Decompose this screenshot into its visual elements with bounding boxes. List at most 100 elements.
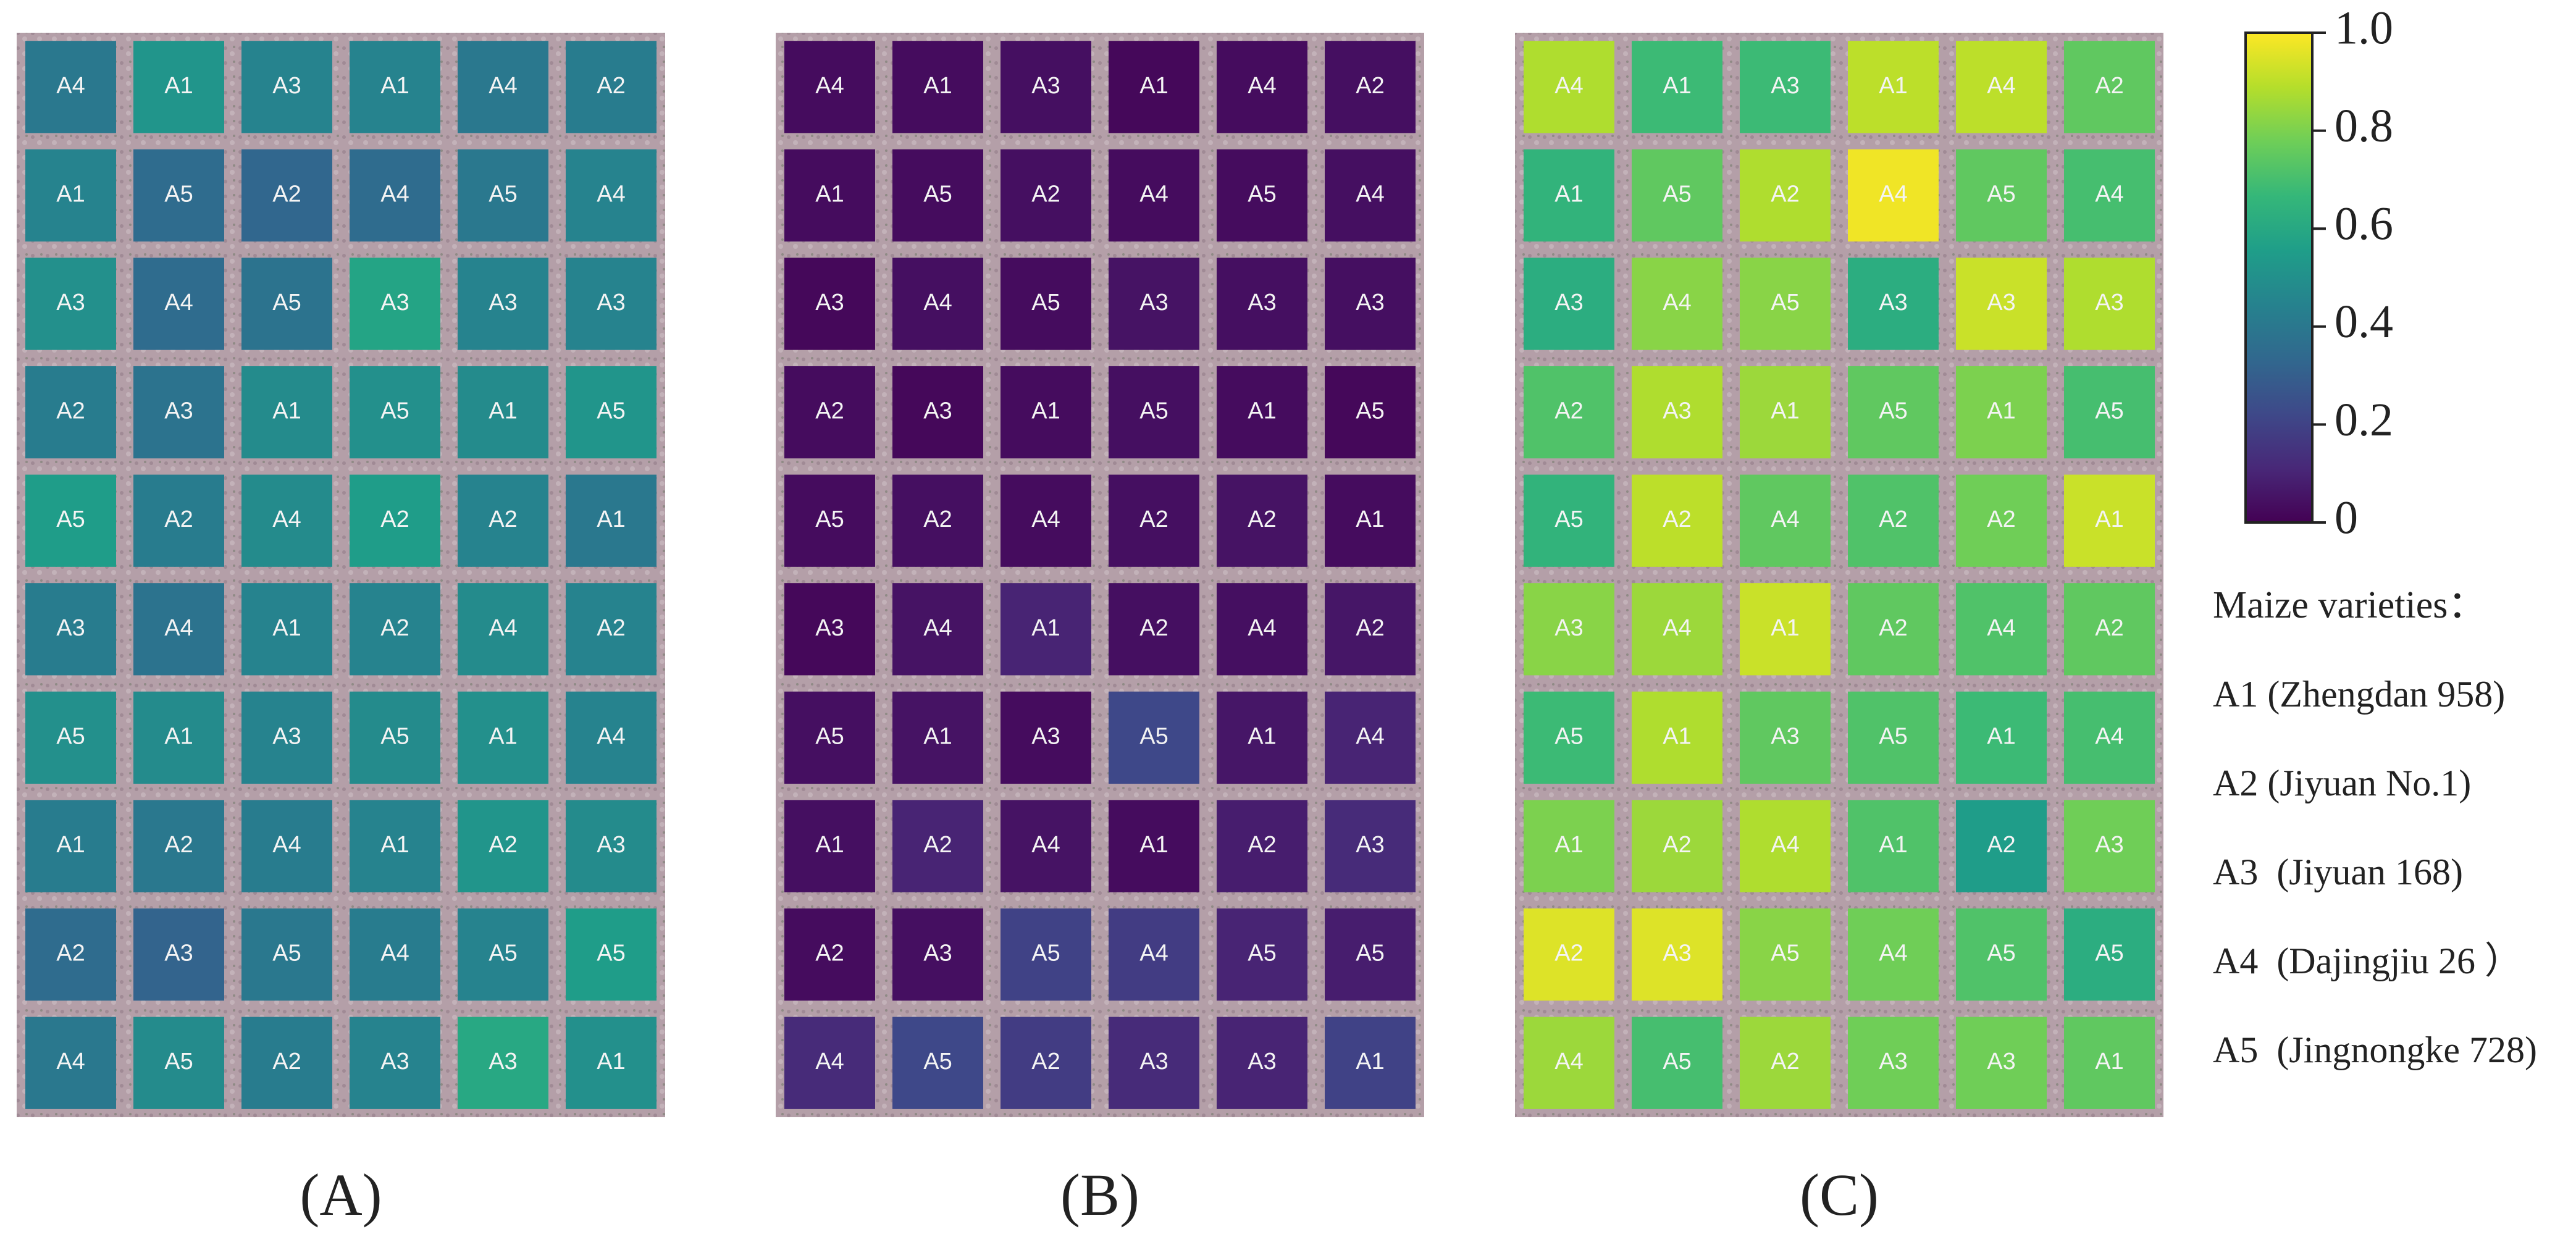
plot-label: A3 — [597, 290, 625, 316]
plot-cell — [1632, 474, 1722, 567]
plot-cell — [1848, 41, 1939, 133]
plot-cell — [566, 366, 657, 459]
plot-cell — [350, 41, 440, 133]
plot-label: A1 — [56, 181, 85, 207]
plot-label: A5 — [2095, 941, 2123, 967]
plot-cell — [350, 800, 440, 892]
plot-label: A5 — [56, 506, 85, 532]
plot-label: A5 — [1663, 181, 1691, 207]
plot-label: A5 — [1356, 941, 1384, 967]
plot-cell — [1524, 908, 1614, 1001]
plot-cell — [566, 1017, 657, 1109]
plot-cell — [1848, 366, 1939, 459]
plot-cell — [892, 800, 983, 892]
plot-cell — [133, 800, 224, 892]
plot-label: A4 — [164, 290, 193, 316]
plot-label: A1 — [1031, 615, 1060, 641]
plot-label: A2 — [2095, 73, 2123, 99]
plot-label: A5 — [1031, 290, 1060, 316]
plot-cell — [458, 908, 548, 1001]
plot-label: A4 — [1139, 181, 1168, 207]
plot-label: A2 — [1771, 181, 1799, 207]
plot-label: A1 — [2095, 506, 2123, 532]
plot-cell — [241, 41, 332, 133]
plot-label: A4 — [272, 832, 301, 858]
plot-label: A3 — [272, 723, 301, 749]
panel-title: (A) — [300, 1162, 382, 1228]
plot-cell — [2064, 800, 2155, 892]
plot-label: A1 — [597, 506, 625, 532]
plot-label: A1 — [1663, 73, 1691, 99]
plot-cell — [1109, 366, 1199, 459]
plot-label: A1 — [1031, 398, 1060, 424]
plot-label: A3 — [1771, 73, 1799, 99]
plot-label: A2 — [597, 73, 625, 99]
plot-cell — [350, 474, 440, 567]
plot-label: A3 — [1031, 73, 1060, 99]
plot-cell — [566, 691, 657, 784]
plot-cell — [133, 149, 224, 242]
plot-label: A5 — [1987, 941, 2015, 967]
plot-cell — [1109, 149, 1199, 242]
plot-label: A1 — [1248, 723, 1276, 749]
plot-label: A4 — [1663, 615, 1691, 641]
plot-label: A5 — [489, 181, 517, 207]
plot-cell — [458, 691, 548, 784]
plot-label: A4 — [1771, 832, 1799, 858]
plot-cell — [1001, 800, 1091, 892]
plot-cell — [350, 366, 440, 459]
plot-cell — [350, 691, 440, 784]
plot-cell — [133, 583, 224, 676]
plot-cell — [1740, 908, 1831, 1001]
plot-cell — [892, 691, 983, 784]
plot-cell — [1325, 583, 1416, 676]
plot-label: A1 — [272, 398, 301, 424]
plot-cell — [1325, 41, 1416, 133]
plot-cell — [133, 258, 224, 350]
plot-label: A4 — [489, 73, 517, 99]
plot-cell — [1740, 691, 1831, 784]
plot-label: A5 — [272, 941, 301, 967]
plot-label: A3 — [815, 615, 844, 641]
plot-cell — [1848, 908, 1939, 1001]
plot-cell — [1740, 474, 1831, 567]
plot-label: A5 — [2095, 398, 2123, 424]
plot-cell — [1109, 908, 1199, 1001]
plot-label: A4 — [1248, 615, 1276, 641]
plot-label: A4 — [489, 615, 517, 641]
plot-cell — [1632, 691, 1722, 784]
plot-label: A1 — [1987, 723, 2015, 749]
plot-cell — [2064, 366, 2155, 459]
plot-label: A3 — [2095, 832, 2123, 858]
plot-label: A2 — [489, 832, 517, 858]
panel-title: (B) — [1060, 1162, 1139, 1228]
plot-label: A3 — [489, 290, 517, 316]
plot-cell — [458, 800, 548, 892]
plot-label: A3 — [1987, 290, 2015, 316]
plot-label: A5 — [1771, 290, 1799, 316]
plot-cell — [2064, 41, 2155, 133]
plot-cell — [1740, 1017, 1831, 1109]
plot-cell — [1217, 149, 1307, 242]
plot-cell — [241, 258, 332, 350]
legend-item: A2 (Jiyuan No.1) — [2213, 763, 2471, 803]
plot-cell — [458, 258, 548, 350]
plot-label: A2 — [1356, 615, 1384, 641]
plot-cell — [1848, 691, 1939, 784]
colorbar-tick-label: 0.4 — [2335, 296, 2393, 348]
plot-label: A1 — [272, 615, 301, 641]
plot-label: A4 — [380, 181, 409, 207]
plot-cell — [2064, 691, 2155, 784]
plot-label: A5 — [164, 1049, 193, 1075]
plot-cell — [1740, 41, 1831, 133]
plot-cell — [25, 258, 116, 350]
plot-cell — [1632, 583, 1722, 676]
plot-label: A3 — [489, 1049, 517, 1075]
plot-label: A2 — [1248, 832, 1276, 858]
plot-label: A2 — [489, 506, 517, 532]
plot-label: A2 — [1879, 615, 1907, 641]
plot-cell — [1956, 149, 2047, 242]
plot-label: A4 — [1356, 181, 1384, 207]
plot-label: A4 — [1031, 832, 1060, 858]
plot-label: A1 — [597, 1049, 625, 1075]
